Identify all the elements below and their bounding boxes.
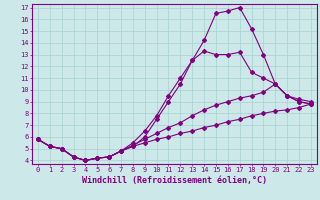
X-axis label: Windchill (Refroidissement éolien,°C): Windchill (Refroidissement éolien,°C) [82,176,267,185]
